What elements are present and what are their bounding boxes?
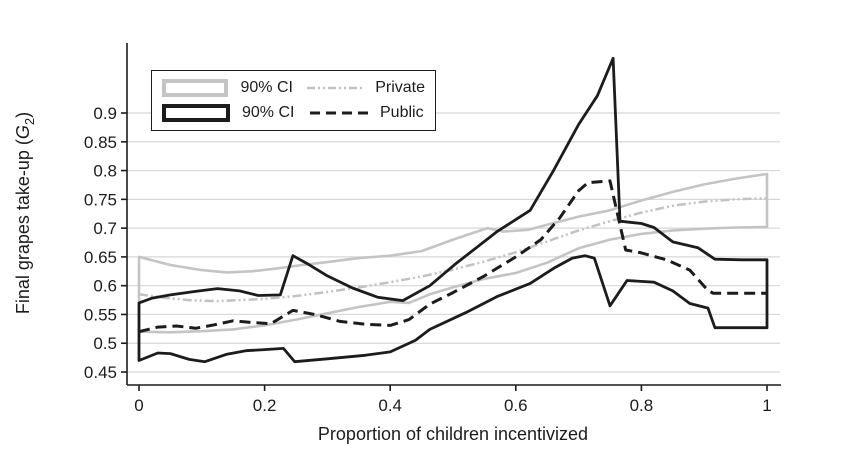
y-tick-label: 0.5 xyxy=(93,334,117,353)
y-tick-label: 0.6 xyxy=(93,277,117,296)
private-series-label: Private xyxy=(375,79,425,96)
private-line-sample xyxy=(306,86,365,90)
public-ci-label: 90% CI xyxy=(242,104,295,121)
y-axis-title-close: ) xyxy=(13,111,34,118)
x-tick-label: 0.6 xyxy=(504,396,528,415)
y-tick-label: 0.8 xyxy=(93,162,117,181)
x-tick-label: 1 xyxy=(762,396,771,415)
private-ci-label: 90% CI xyxy=(240,79,293,96)
y-tick-label: 0.9 xyxy=(93,104,117,123)
public-series-label: Public xyxy=(380,104,424,121)
x-tick-label: 0.2 xyxy=(253,396,277,415)
y-tick-label: 0.75 xyxy=(84,190,117,209)
private-90-ci-band-outline xyxy=(137,172,769,334)
y-tick-label: 0.7 xyxy=(93,219,117,238)
x-axis-title: Proportion of children incentivized xyxy=(317,424,589,444)
public-90-ci-band-outline xyxy=(137,56,769,364)
y-axis-title: Final grapes take-up (G2) xyxy=(13,112,37,314)
private-line xyxy=(138,196,768,303)
y-tick-label: 0.85 xyxy=(84,133,117,152)
y-tick-label: 0.45 xyxy=(84,363,117,382)
y-tick-label: 0.65 xyxy=(84,248,117,267)
y-tick-label: 0.55 xyxy=(84,305,117,324)
y-axis-subscript: 2 xyxy=(21,117,37,126)
legend: 90% CI Private 90% CI Public xyxy=(151,70,436,131)
private-ci-swatch xyxy=(162,79,229,97)
public-line-sample xyxy=(310,111,368,115)
legend-row-private: 90% CI Private xyxy=(162,78,425,98)
y-axis-title-text: Final grapes take-up ( xyxy=(13,139,34,315)
x-tick-label: 0.8 xyxy=(630,396,654,415)
public-line xyxy=(138,179,767,334)
y-axis-variable: G xyxy=(13,125,34,140)
legend-row-public: 90% CI Public xyxy=(162,103,425,123)
x-tick-label: 0 xyxy=(134,396,143,415)
x-tick-label: 0.4 xyxy=(378,396,402,415)
public-ci-swatch xyxy=(162,104,230,122)
